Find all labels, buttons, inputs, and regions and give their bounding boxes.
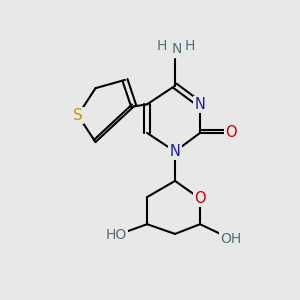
Text: H: H <box>157 39 167 53</box>
Text: H: H <box>184 39 195 53</box>
Text: HO: HO <box>106 228 127 242</box>
Text: N: N <box>195 97 206 112</box>
Text: S: S <box>73 108 83 123</box>
Text: OH: OH <box>220 232 242 246</box>
Text: N: N <box>169 144 181 159</box>
Text: O: O <box>225 125 237 140</box>
Text: N: N <box>171 42 182 56</box>
Text: O: O <box>194 191 206 206</box>
